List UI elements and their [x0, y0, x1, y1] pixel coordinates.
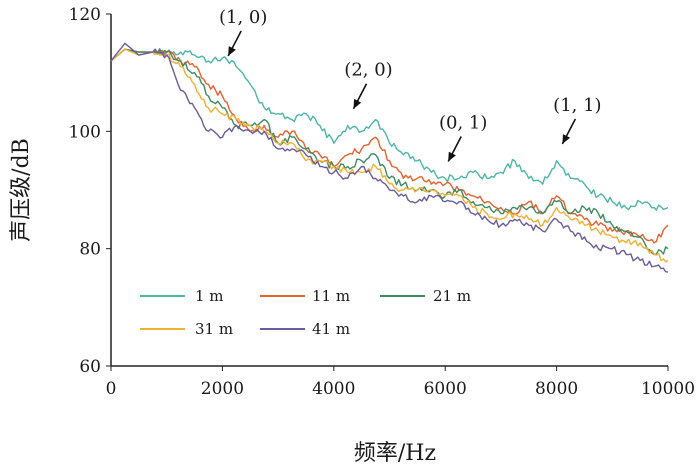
x-tick-label: 6000: [424, 379, 467, 399]
legend-item-31m: 31 m: [140, 320, 233, 338]
series-line-21m: [110, 48, 669, 256]
annotation-label: (1, 0): [219, 7, 267, 28]
y-tick-label: 120: [69, 5, 101, 25]
annotation-label: (0, 1): [439, 113, 487, 134]
y-tick-label: 80: [79, 240, 101, 260]
x-tick-label: 2000: [201, 379, 244, 399]
annotation-arrowhead: [228, 46, 236, 56]
annotation-label: (1, 1): [553, 95, 601, 116]
legend-label-11m: 11 m: [312, 287, 350, 305]
series-line-41m: [110, 42, 669, 273]
legend-item-11m: 11 m: [260, 287, 350, 305]
plot-frame: [110, 14, 668, 367]
annotation-arrowhead: [562, 134, 571, 144]
annotation-arrowhead: [353, 98, 362, 109]
x-tick-label: 4000: [312, 379, 355, 399]
y-tick-label: 100: [69, 122, 101, 142]
x-tick-label: 0: [106, 379, 117, 399]
annotation-label: (2, 0): [344, 60, 392, 81]
legend-item-1m: 1 m: [140, 287, 224, 305]
series-line-31m: [110, 48, 669, 263]
y-tick-label: 60: [79, 357, 101, 377]
x-axis-title: 频率/Hz: [354, 441, 436, 466]
y-axis-title: 声压级/dB: [9, 138, 34, 242]
legend-label-41m: 41 m: [312, 320, 350, 338]
x-tick-label: 8000: [535, 379, 578, 399]
legend-label-31m: 31 m: [195, 320, 233, 338]
legend-label-21m: 21 m: [433, 287, 471, 305]
annotation-arrowhead: [448, 151, 456, 162]
legend: 1 m 11 m 21 m 31 m 41 m: [140, 287, 471, 338]
x-tick-label: 10000: [641, 379, 695, 399]
series-layer: [110, 42, 669, 273]
legend-label-1m: 1 m: [195, 287, 224, 305]
legend-item-21m: 21 m: [380, 287, 471, 305]
legend-item-41m: 41 m: [260, 320, 350, 338]
series-line-1m: [110, 48, 669, 211]
tick-layer: 0 2000 4000 6000 8000 10000 60 80 100 120: [69, 5, 696, 399]
series-line-11m: [110, 48, 669, 244]
annotation-layer: (1, 0) (2, 0) (0, 1) (1, 1): [219, 7, 602, 162]
